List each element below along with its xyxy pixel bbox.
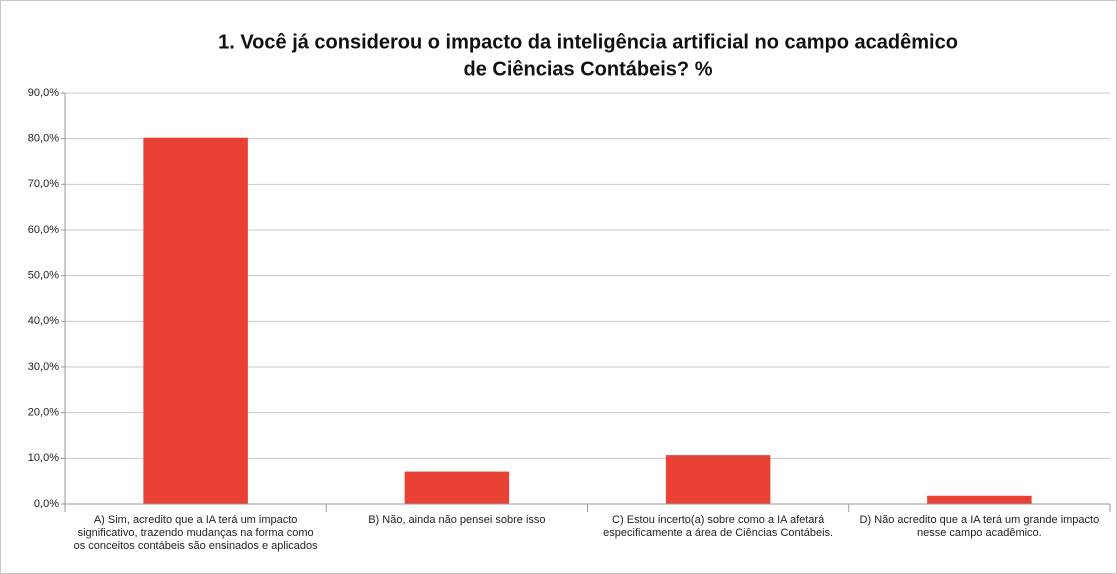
chart-title: 1. Você já considerou o impacto da intel… xyxy=(218,31,958,53)
y-tick-label: 10,0% xyxy=(28,452,59,464)
y-tick-label: 60,0% xyxy=(28,224,59,236)
bar xyxy=(143,137,248,504)
bar xyxy=(665,455,771,504)
y-tick-label: 50,0% xyxy=(28,270,59,282)
y-tick-label: 0,0% xyxy=(34,498,59,510)
y-tick-label: 20,0% xyxy=(28,407,59,419)
y-tick-label: 40,0% xyxy=(28,315,59,327)
x-tick-label: B) Não, ainda não pensei sobre isso xyxy=(368,514,546,526)
bar xyxy=(404,471,510,504)
y-tick-label: 70,0% xyxy=(28,178,59,190)
y-tick-label: 80,0% xyxy=(28,133,59,145)
x-tick-label: A) Sim, acredito que a IA terá um impact… xyxy=(73,514,318,552)
x-tick-label: C) Estou incerto(a) sobre como a IA afet… xyxy=(603,514,834,539)
x-tick-label: D) Não acredito que a IA terá um grande … xyxy=(859,514,1100,539)
chart-title: de Ciências Contábeis? % xyxy=(464,58,713,80)
y-tick-label: 30,0% xyxy=(28,361,59,373)
bar xyxy=(927,495,1032,504)
y-tick-label: 90,0% xyxy=(28,87,59,99)
